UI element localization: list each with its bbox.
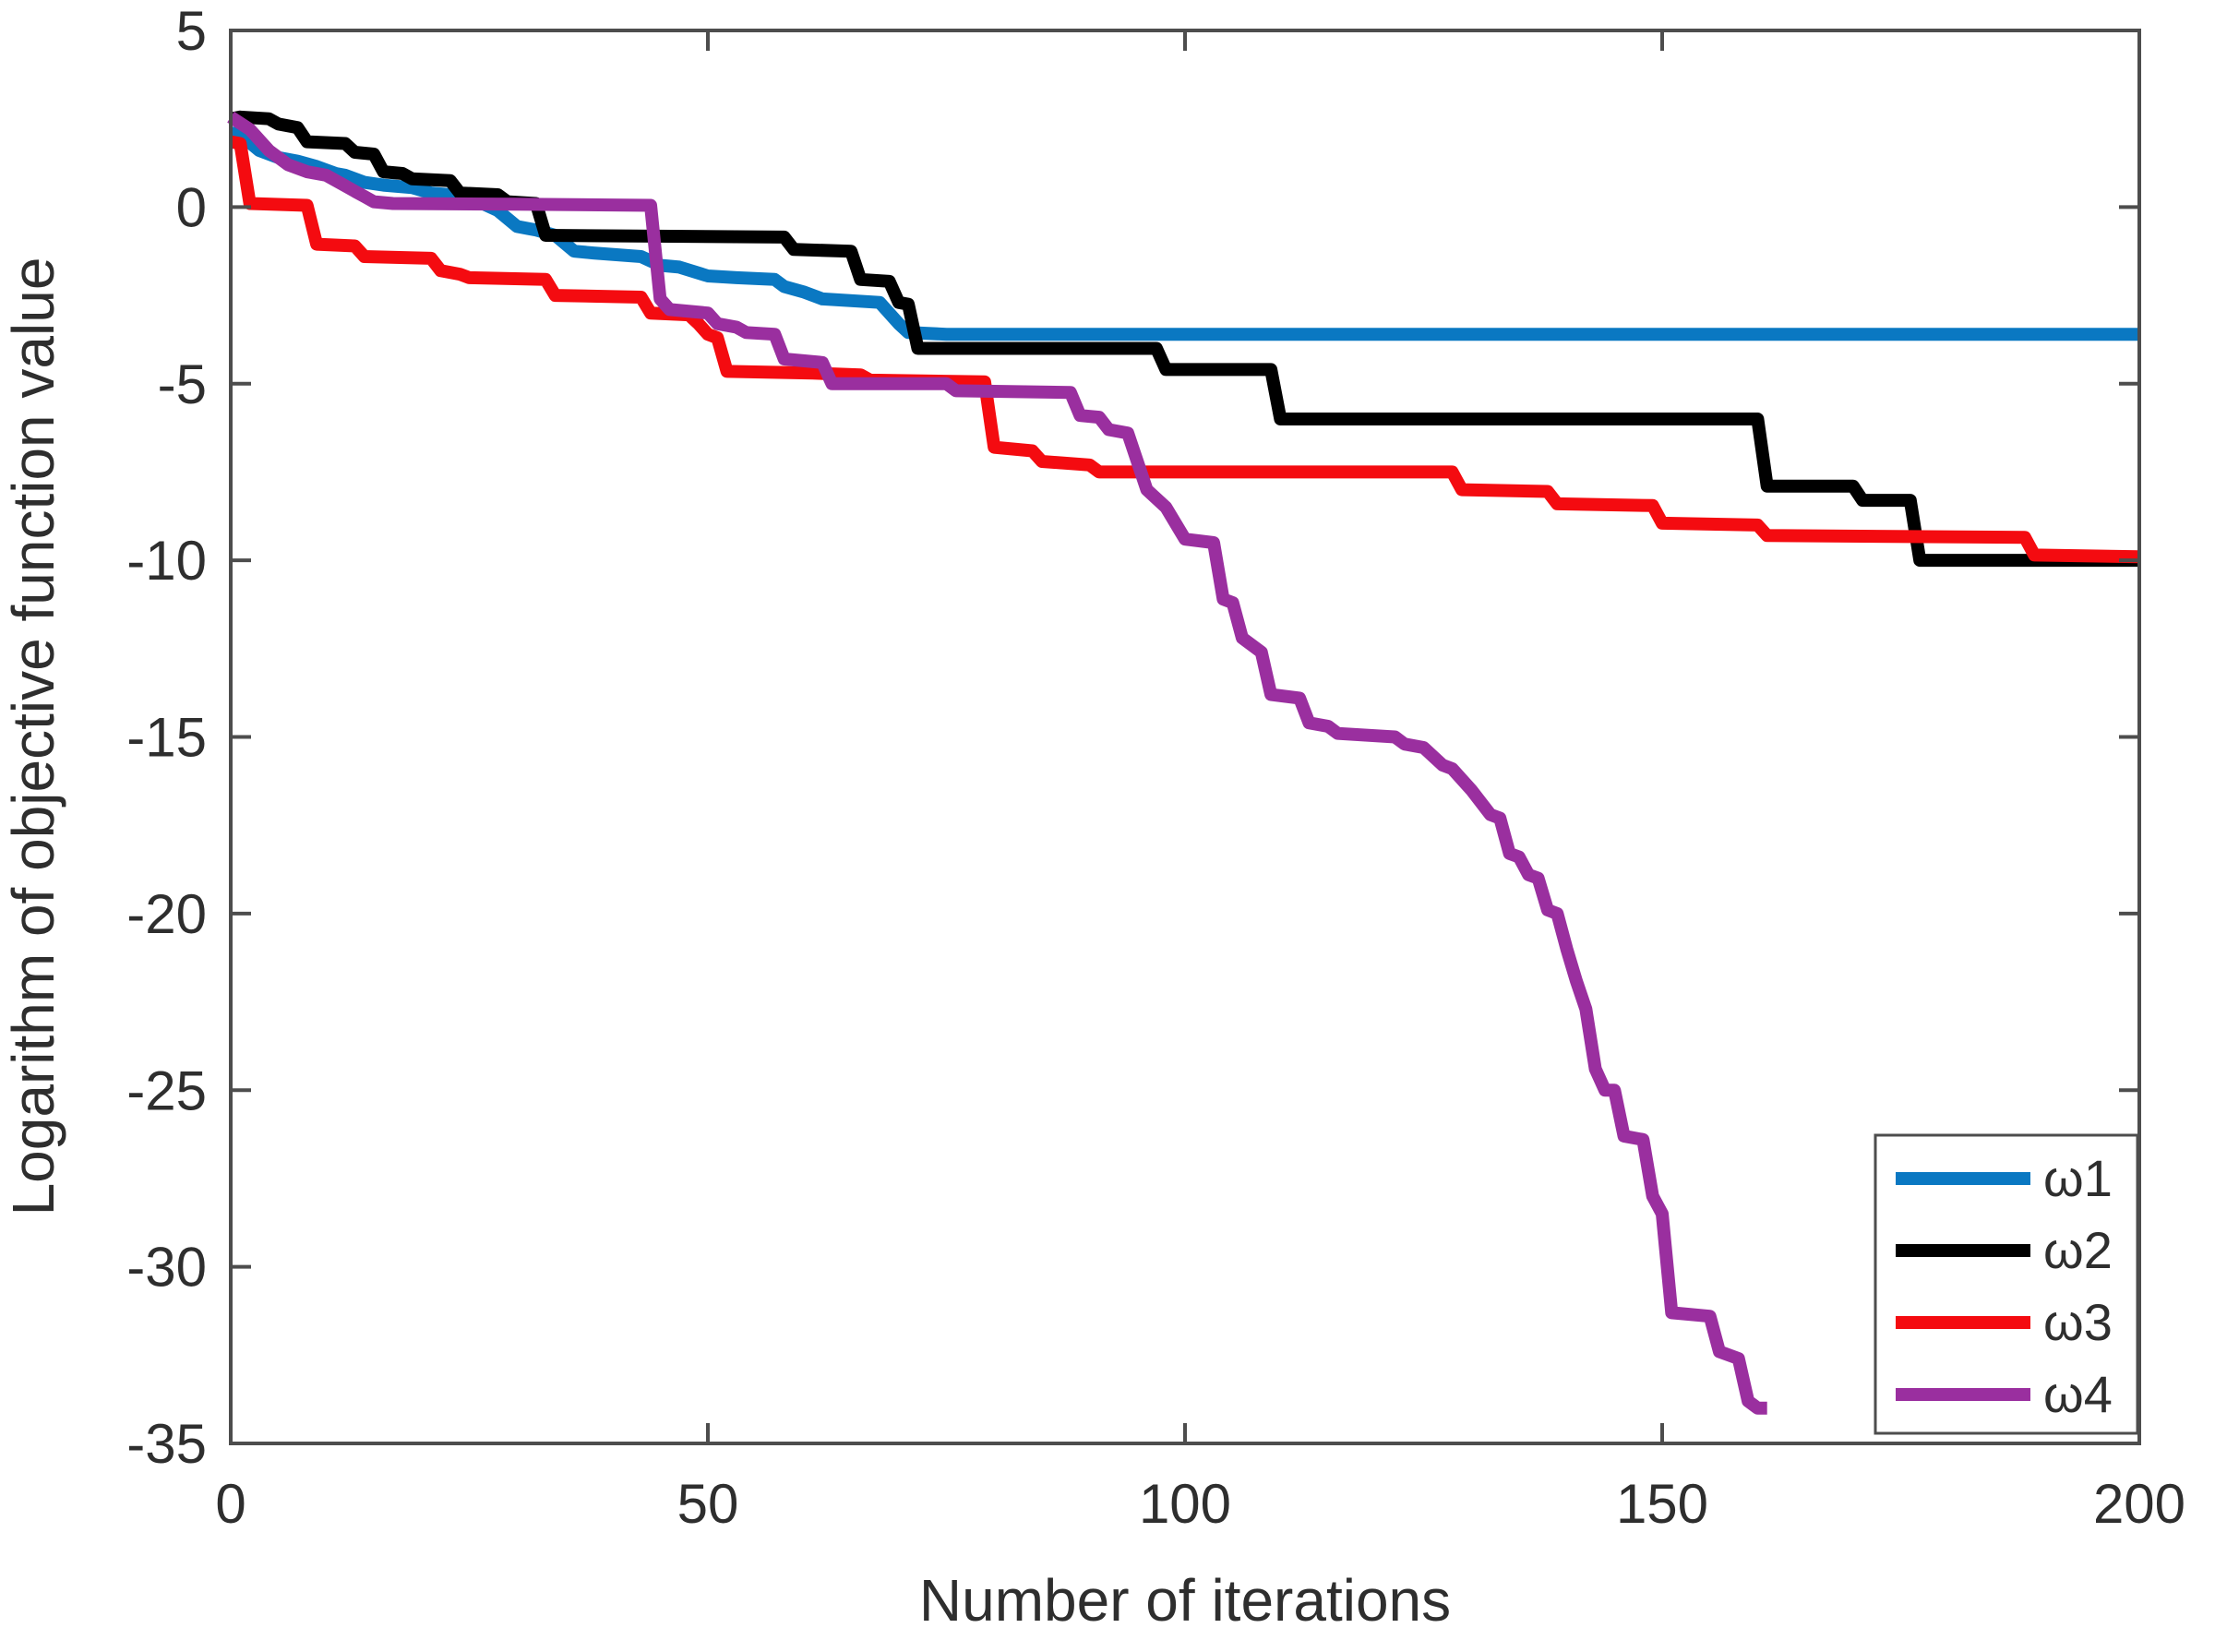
series-line-omega2: [229, 110, 2139, 568]
legend-label-omega3: ω3: [2043, 1293, 2113, 1351]
y-tick-label: 5: [176, 0, 207, 62]
series-group: [227, 110, 2140, 1415]
legend-item-omega4: ω4: [1896, 1365, 2113, 1423]
legend-label-omega4: ω4: [2043, 1365, 2113, 1423]
y-tick-label: -35: [126, 1413, 207, 1475]
y-tick-label: -10: [126, 530, 207, 592]
series-line-omega3: [229, 135, 2140, 564]
legend-item-omega1: ω1: [1896, 1149, 2113, 1207]
y-tick-label: -30: [126, 1237, 207, 1299]
legend-item-omega2: ω2: [1896, 1221, 2113, 1279]
y-tick-label: -5: [158, 353, 207, 415]
x-axis-title: Number of iterations: [919, 1567, 1451, 1634]
y-tick-label: -25: [126, 1059, 207, 1121]
x-tick-label: 150: [1616, 1473, 1708, 1535]
legend-label-omega1: ω1: [2043, 1149, 2113, 1207]
x-tick-label: 0: [215, 1473, 245, 1535]
legend-label-omega2: ω2: [2043, 1221, 2113, 1279]
y-axis-title: Logarithm of objective function value: [0, 257, 66, 1216]
x-tick-label: 200: [2093, 1473, 2185, 1535]
legend: ω1 ω2 ω3 ω4: [1874, 1133, 2139, 1435]
legend-item-omega3: ω3: [1896, 1293, 2113, 1351]
y-tick-label: 0: [176, 176, 207, 238]
plot-area: [231, 30, 2139, 1443]
series-line-omega4: [227, 111, 1767, 1415]
y-tick-label: -20: [126, 883, 207, 945]
x-tick-label: 100: [1139, 1473, 1231, 1535]
x-tick-label: 50: [677, 1473, 739, 1535]
y-tick-label: -15: [126, 707, 207, 769]
